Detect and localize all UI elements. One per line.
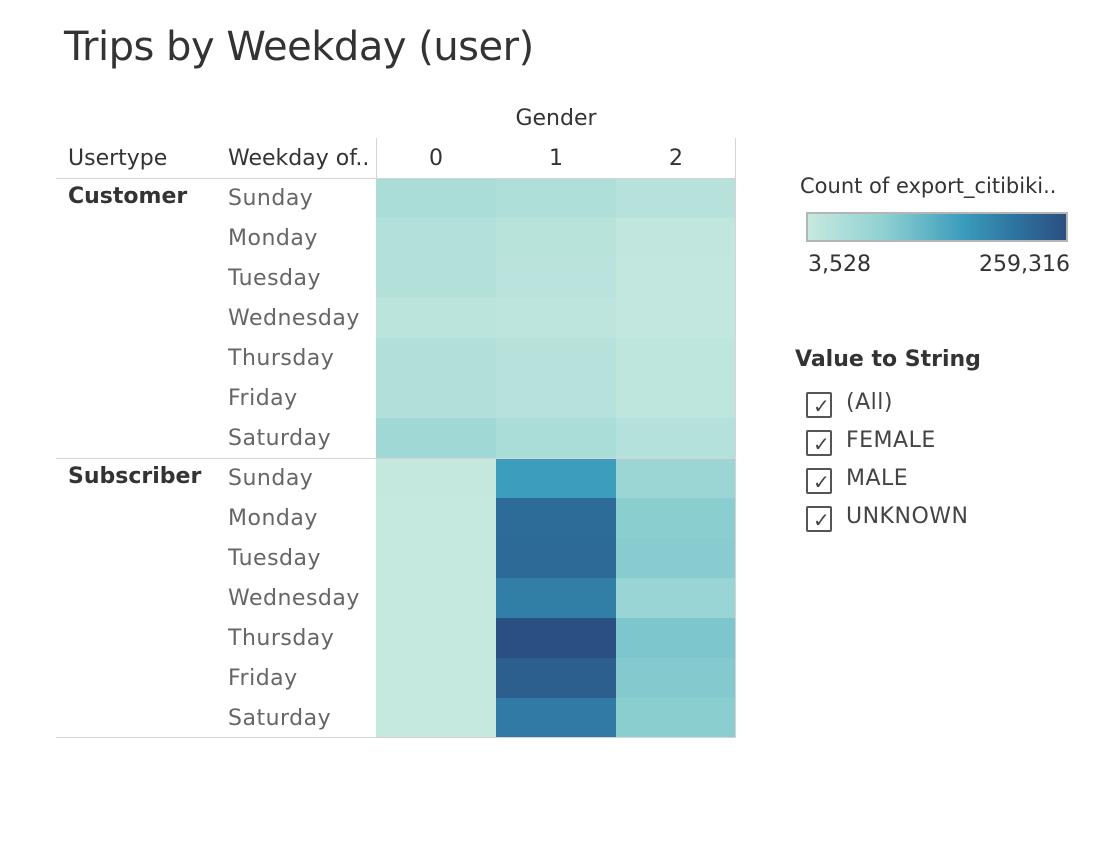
- filter-title: Value to String: [795, 347, 981, 372]
- usertype-subscriber[interactable]: Subscriber: [68, 464, 202, 489]
- heatmap-cell[interactable]: [496, 578, 616, 618]
- checkmark-icon: ✓: [813, 508, 830, 532]
- heatmap-cell[interactable]: [496, 298, 616, 338]
- checkmark-icon: ✓: [813, 394, 830, 418]
- heatmap-cell[interactable]: [376, 378, 496, 418]
- heatmap-plot: [376, 178, 736, 738]
- checkbox[interactable]: ✓: [806, 430, 832, 456]
- color-legend-bar: [806, 212, 1068, 242]
- filter-label: FEMALE: [846, 428, 936, 453]
- weekday-label: Saturday: [228, 706, 332, 731]
- gender-axis-title: Gender: [515, 106, 597, 131]
- gender-col-0[interactable]: 0: [429, 146, 443, 171]
- weekday-label: Wednesday: [228, 306, 360, 331]
- heatmap-cell[interactable]: [376, 658, 496, 698]
- heatmap-cell[interactable]: [376, 538, 496, 578]
- weekday-label: Friday: [228, 666, 298, 691]
- filter-label: UNKNOWN: [846, 504, 969, 529]
- divider-line: [56, 737, 736, 738]
- heatmap-cell[interactable]: [616, 338, 736, 378]
- checkmark-icon: ✓: [813, 432, 830, 456]
- weekday-label: Friday: [228, 386, 298, 411]
- heatmap-cell[interactable]: [496, 698, 616, 738]
- heatmap-cell[interactable]: [376, 218, 496, 258]
- heatmap-cell[interactable]: [376, 458, 496, 498]
- usertype-header[interactable]: Usertype: [68, 146, 168, 171]
- weekday-label: Monday: [228, 226, 318, 251]
- heatmap-cell[interactable]: [616, 578, 736, 618]
- legend-min-label: 3,528: [808, 252, 871, 277]
- heatmap-cell[interactable]: [496, 378, 616, 418]
- checkmark-icon: ✓: [813, 470, 830, 494]
- weekday-label: Tuesday: [228, 546, 322, 571]
- checkbox[interactable]: ✓: [806, 468, 832, 494]
- divider-line: [56, 178, 736, 179]
- weekday-label: Monday: [228, 506, 318, 531]
- gender-col-2[interactable]: 2: [669, 146, 683, 171]
- heatmap-cell[interactable]: [496, 618, 616, 658]
- heatmap-cell[interactable]: [376, 498, 496, 538]
- heatmap-cell[interactable]: [376, 618, 496, 658]
- heatmap-cell[interactable]: [616, 458, 736, 498]
- heatmap-cell[interactable]: [496, 658, 616, 698]
- heatmap-cell[interactable]: [616, 658, 736, 698]
- heatmap-cell[interactable]: [376, 698, 496, 738]
- checkbox[interactable]: ✓: [806, 392, 832, 418]
- heatmap-cell[interactable]: [616, 538, 736, 578]
- weekday-label: Wednesday: [228, 586, 360, 611]
- header-divider: [376, 138, 377, 178]
- weekday-label: Saturday: [228, 426, 332, 451]
- heatmap-cell[interactable]: [496, 218, 616, 258]
- heatmap-cell[interactable]: [496, 458, 616, 498]
- heatmap-cell[interactable]: [616, 298, 736, 338]
- filter-label: (All): [846, 390, 893, 415]
- weekday-label: Sunday: [228, 466, 314, 491]
- heatmap-cell[interactable]: [376, 578, 496, 618]
- heatmap-cell[interactable]: [616, 618, 736, 658]
- heatmap-cell[interactable]: [376, 298, 496, 338]
- weekday-label: Tuesday: [228, 266, 322, 291]
- weekday-label: Thursday: [228, 346, 335, 371]
- heatmap-cell[interactable]: [616, 218, 736, 258]
- heatmap-cell[interactable]: [616, 418, 736, 458]
- heatmap-cell[interactable]: [616, 498, 736, 538]
- heatmap-cell[interactable]: [616, 698, 736, 738]
- heatmap-cell[interactable]: [376, 258, 496, 298]
- heatmap-cell[interactable]: [616, 258, 736, 298]
- weekday-label: Sunday: [228, 186, 314, 211]
- gender-col-1[interactable]: 1: [549, 146, 563, 171]
- heatmap-cell[interactable]: [496, 258, 616, 298]
- checkbox[interactable]: ✓: [806, 506, 832, 532]
- heatmap-cell[interactable]: [376, 418, 496, 458]
- heatmap-cell[interactable]: [496, 538, 616, 578]
- legend-title: Count of export_citibiki..: [800, 174, 1057, 198]
- heatmap-cell[interactable]: [496, 338, 616, 378]
- heatmap-cell[interactable]: [376, 178, 496, 218]
- heatmap-cell[interactable]: [496, 178, 616, 218]
- weekday-header[interactable]: Weekday of..: [228, 146, 370, 171]
- chart-title: Trips by Weekday (user): [64, 24, 534, 70]
- divider-line: [56, 458, 736, 459]
- right-border: [735, 138, 736, 738]
- heatmap-cell[interactable]: [616, 378, 736, 418]
- weekday-label: Thursday: [228, 626, 335, 651]
- heatmap-cell[interactable]: [496, 498, 616, 538]
- legend-max-label: 259,316: [979, 252, 1070, 277]
- usertype-customer[interactable]: Customer: [68, 184, 188, 209]
- heatmap-cell[interactable]: [376, 338, 496, 378]
- heatmap-cell[interactable]: [616, 178, 736, 218]
- heatmap-cell[interactable]: [496, 418, 616, 458]
- filter-label: MALE: [846, 466, 909, 491]
